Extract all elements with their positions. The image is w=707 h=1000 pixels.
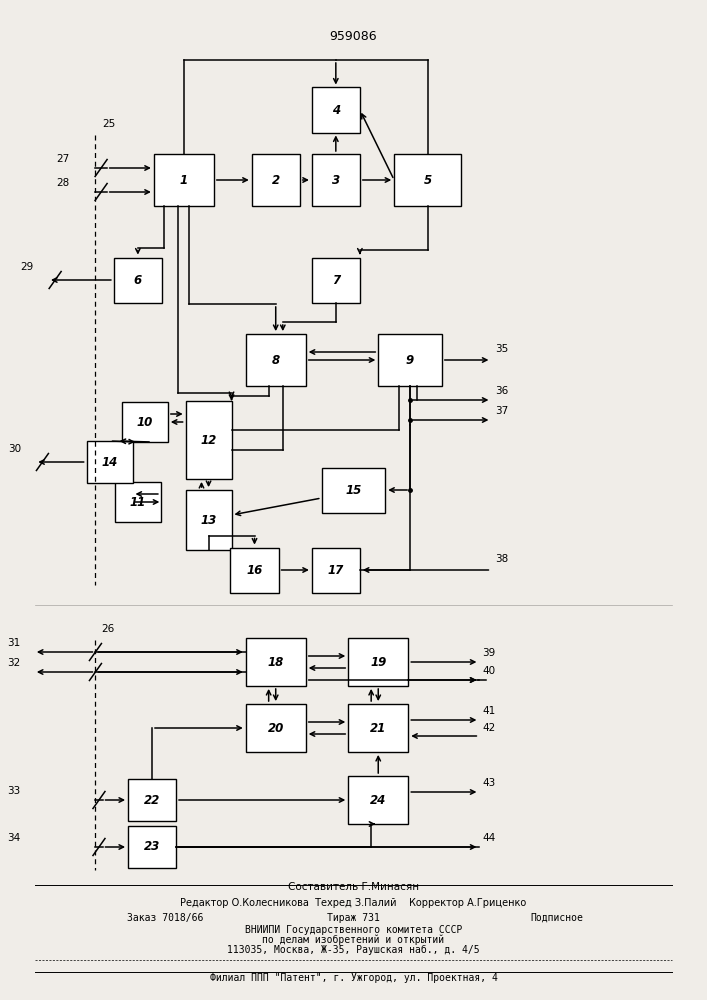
Text: 29: 29 — [20, 262, 33, 272]
Text: 959086: 959086 — [329, 30, 378, 43]
Text: по делам изобретений и открытий: по делам изобретений и открытий — [262, 935, 445, 945]
Text: 35: 35 — [495, 344, 508, 354]
Text: Подписное: Подписное — [530, 913, 583, 923]
FancyBboxPatch shape — [349, 638, 409, 686]
Text: 10: 10 — [137, 416, 153, 428]
FancyBboxPatch shape — [378, 334, 442, 386]
FancyBboxPatch shape — [312, 257, 360, 302]
Text: 26: 26 — [101, 624, 115, 634]
Text: 25: 25 — [103, 119, 116, 129]
Text: 32: 32 — [7, 658, 21, 668]
FancyBboxPatch shape — [246, 334, 306, 386]
Text: 14: 14 — [102, 456, 117, 468]
FancyBboxPatch shape — [87, 441, 133, 483]
FancyBboxPatch shape — [246, 704, 306, 752]
Text: 11: 11 — [130, 495, 146, 508]
FancyBboxPatch shape — [252, 154, 300, 206]
FancyBboxPatch shape — [122, 402, 168, 442]
FancyBboxPatch shape — [312, 154, 360, 206]
Text: 39: 39 — [482, 648, 496, 658]
Text: 4: 4 — [332, 104, 340, 116]
Text: 31: 31 — [7, 638, 21, 648]
Text: 30: 30 — [8, 444, 22, 454]
FancyBboxPatch shape — [349, 776, 409, 824]
Text: 3: 3 — [332, 174, 340, 186]
Text: 16: 16 — [247, 564, 262, 576]
Text: 9: 9 — [406, 354, 414, 366]
FancyBboxPatch shape — [322, 468, 385, 512]
Text: Заказ 7018/66: Заказ 7018/66 — [127, 913, 204, 923]
Text: 15: 15 — [346, 484, 361, 496]
Text: 19: 19 — [370, 656, 386, 668]
Text: 20: 20 — [268, 722, 284, 734]
FancyBboxPatch shape — [115, 482, 161, 522]
FancyBboxPatch shape — [114, 257, 162, 302]
FancyBboxPatch shape — [246, 638, 306, 686]
Text: 33: 33 — [7, 786, 21, 796]
FancyBboxPatch shape — [312, 548, 360, 592]
Text: 41: 41 — [482, 706, 496, 716]
Text: 40: 40 — [482, 666, 496, 676]
Text: 28: 28 — [57, 178, 70, 188]
Text: Тираж 731: Тираж 731 — [327, 913, 380, 923]
Text: 5: 5 — [423, 174, 432, 186]
Text: 1: 1 — [180, 174, 188, 186]
Text: 38: 38 — [495, 554, 508, 564]
FancyBboxPatch shape — [312, 87, 360, 132]
Text: 42: 42 — [482, 723, 496, 733]
Text: 12: 12 — [201, 434, 216, 446]
Text: 7: 7 — [332, 273, 340, 286]
FancyBboxPatch shape — [349, 704, 409, 752]
Text: Филиал ППП "Патент", г. Ужгород, ул. Проектная, 4: Филиал ППП "Патент", г. Ужгород, ул. Про… — [209, 973, 498, 983]
Text: 24: 24 — [370, 794, 386, 806]
Text: 17: 17 — [328, 564, 344, 576]
FancyBboxPatch shape — [128, 779, 176, 821]
FancyBboxPatch shape — [128, 826, 176, 868]
Text: 22: 22 — [144, 794, 160, 806]
Text: 44: 44 — [482, 833, 496, 843]
Text: 21: 21 — [370, 722, 386, 734]
Text: 13: 13 — [201, 514, 216, 526]
Text: 6: 6 — [134, 273, 142, 286]
Text: 23: 23 — [144, 840, 160, 854]
Text: 37: 37 — [495, 406, 508, 416]
Text: 34: 34 — [7, 833, 21, 843]
Text: 8: 8 — [271, 354, 280, 366]
FancyBboxPatch shape — [154, 154, 214, 206]
Text: 43: 43 — [482, 778, 496, 788]
FancyBboxPatch shape — [185, 490, 231, 550]
Text: Составитель Г.Минасян: Составитель Г.Минасян — [288, 882, 419, 892]
FancyBboxPatch shape — [395, 154, 461, 206]
Text: 113035, Москва, Ж-35, Раушская наб., д. 4/5: 113035, Москва, Ж-35, Раушская наб., д. … — [227, 945, 480, 955]
Text: 36: 36 — [495, 386, 508, 396]
Text: Редактор О.Колесникова  Техред З.Палий    Корректор А.Гриценко: Редактор О.Колесникова Техред З.Палий Ко… — [180, 898, 527, 908]
Text: 27: 27 — [57, 154, 70, 164]
FancyBboxPatch shape — [230, 548, 279, 592]
FancyBboxPatch shape — [185, 401, 231, 479]
Text: 2: 2 — [271, 174, 280, 186]
Text: 18: 18 — [268, 656, 284, 668]
Text: ВНИИПИ Государственного комитета СССР: ВНИИПИ Государственного комитета СССР — [245, 925, 462, 935]
